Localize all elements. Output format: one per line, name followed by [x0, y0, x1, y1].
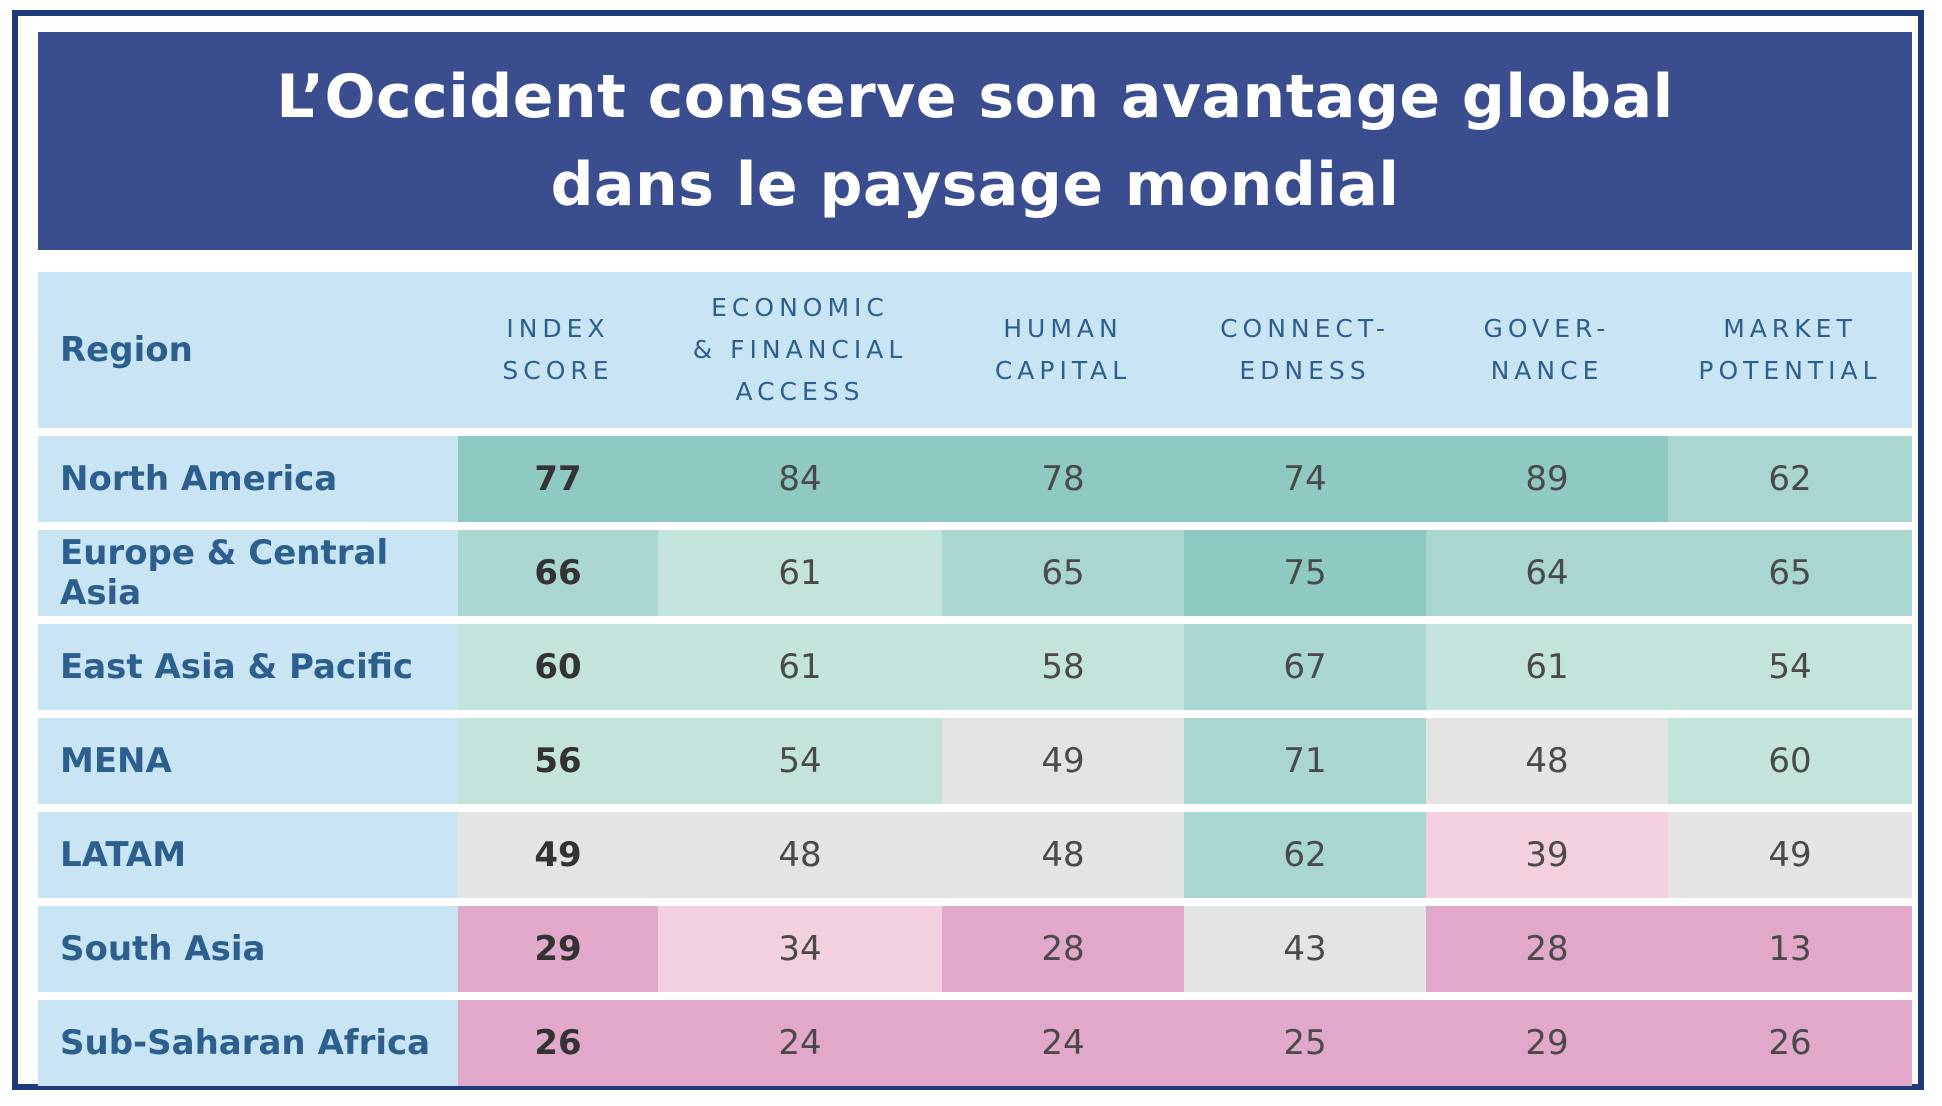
cell-market-potential: 60: [1668, 718, 1912, 804]
cell-governance: 28: [1426, 906, 1668, 992]
cell-market-potential: 13: [1668, 906, 1912, 992]
cell-connectedness: 25: [1184, 1000, 1426, 1086]
cell-human-capital: 78: [942, 436, 1184, 522]
region-label: East Asia & Pacific: [38, 624, 458, 710]
table-row: MENA 56 54 49 71 48 60: [38, 718, 1912, 804]
cell-connectedness: 62: [1184, 812, 1426, 898]
cell-connectedness: 67: [1184, 624, 1426, 710]
header-economic-financial-access: ECONOMIC & FINANCIAL ACCESS: [692, 293, 908, 406]
cell-human-capital: 65: [942, 530, 1184, 616]
region-label: South Asia: [38, 906, 458, 992]
cell-human-capital: 49: [942, 718, 1184, 804]
cell-index-score: 66: [458, 530, 658, 616]
cell-market-potential: 26: [1668, 1000, 1912, 1086]
table-header-row: Region INDEX SCORE ECONOMIC & FINANCIAL …: [38, 272, 1912, 428]
cell-connectedness: 71: [1184, 718, 1426, 804]
region-label: Sub-Saharan Africa: [38, 1000, 458, 1086]
table-row: LATAM 49 48 48 62 39 49: [38, 812, 1912, 898]
cell-economic-financial-access: 24: [658, 1000, 942, 1086]
chart-frame: L’Occident conserve son avantage global …: [12, 10, 1924, 1090]
cell-economic-financial-access: 84: [658, 436, 942, 522]
cell-economic-financial-access: 48: [658, 812, 942, 898]
data-table: Region INDEX SCORE ECONOMIC & FINANCIAL …: [38, 272, 1912, 1086]
cell-index-score: 49: [458, 812, 658, 898]
chart-title: L’Occident conserve son avantage global …: [276, 62, 1674, 220]
header-index-score: INDEX SCORE: [502, 314, 614, 385]
cell-governance: 48: [1426, 718, 1668, 804]
cell-connectedness: 75: [1184, 530, 1426, 616]
cell-governance: 61: [1426, 624, 1668, 710]
cell-connectedness: 43: [1184, 906, 1426, 992]
header-human-capital: HUMAN CAPITAL: [994, 314, 1132, 385]
cell-index-score: 26: [458, 1000, 658, 1086]
region-label: MENA: [38, 718, 458, 804]
cell-index-score: 77: [458, 436, 658, 522]
header-connectedness: CONNECT- EDNESS: [1220, 314, 1390, 385]
cell-governance: 64: [1426, 530, 1668, 616]
cell-connectedness: 74: [1184, 436, 1426, 522]
cell-governance: 29: [1426, 1000, 1668, 1086]
header-region: Region: [38, 272, 458, 428]
title-band: L’Occident conserve son avantage global …: [38, 32, 1912, 250]
cell-market-potential: 62: [1668, 436, 1912, 522]
region-label: Europe & Central Asia: [38, 530, 458, 616]
cell-economic-financial-access: 54: [658, 718, 942, 804]
cell-economic-financial-access: 61: [658, 530, 942, 616]
cell-market-potential: 54: [1668, 624, 1912, 710]
table-row: Europe & Central Asia 66 61 65 75 64 65: [38, 530, 1912, 616]
cell-market-potential: 65: [1668, 530, 1912, 616]
cell-index-score: 29: [458, 906, 658, 992]
cell-governance: 39: [1426, 812, 1668, 898]
header-market-potential: MARKET POTENTIAL: [1698, 314, 1882, 385]
region-label: LATAM: [38, 812, 458, 898]
cell-economic-financial-access: 61: [658, 624, 942, 710]
cell-market-potential: 49: [1668, 812, 1912, 898]
cell-index-score: 56: [458, 718, 658, 804]
table-row: East Asia & Pacific 60 61 58 67 61 54: [38, 624, 1912, 710]
cell-index-score: 60: [458, 624, 658, 710]
region-label: North America: [38, 436, 458, 522]
cell-human-capital: 58: [942, 624, 1184, 710]
cell-human-capital: 24: [942, 1000, 1184, 1086]
cell-human-capital: 48: [942, 812, 1184, 898]
cell-governance: 89: [1426, 436, 1668, 522]
cell-economic-financial-access: 34: [658, 906, 942, 992]
header-governance: GOVER- NANCE: [1483, 314, 1611, 385]
table-row: South Asia 29 34 28 43 28 13: [38, 906, 1912, 992]
cell-human-capital: 28: [942, 906, 1184, 992]
table-row: Sub-Saharan Africa 26 24 24 25 29 26: [38, 1000, 1912, 1086]
table-row: North America 77 84 78 74 89 62: [38, 436, 1912, 522]
